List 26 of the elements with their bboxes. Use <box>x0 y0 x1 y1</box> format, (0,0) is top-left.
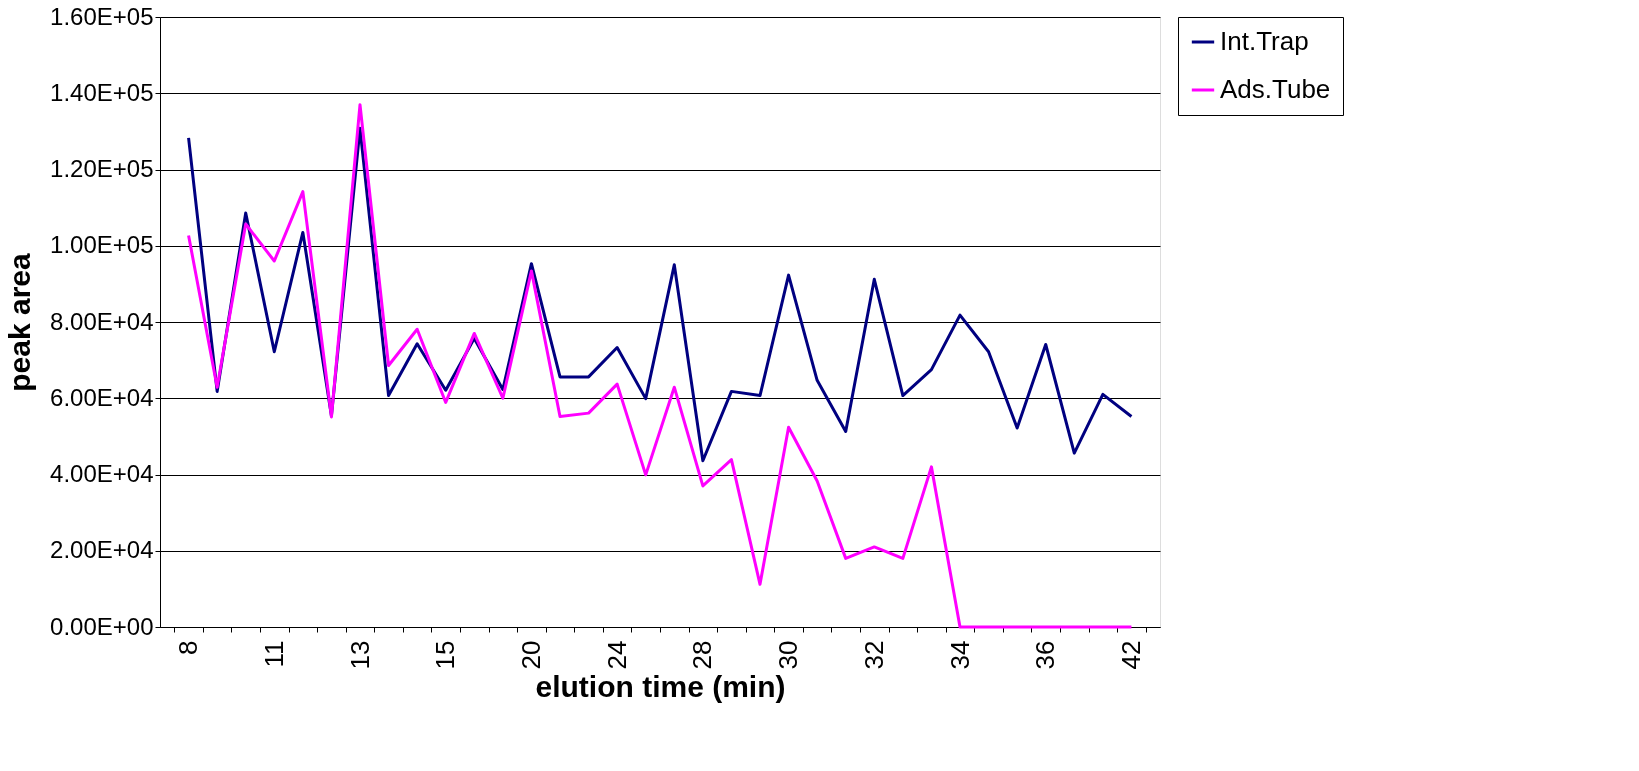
y-tick-label: 6.00E+04 <box>50 383 154 411</box>
x-axis-title: elution time (min) <box>535 670 786 704</box>
y-tick-label: 1.40E+05 <box>50 78 154 106</box>
x-tick-label: 11 <box>258 640 289 668</box>
legend-label: Ads.Tube <box>1220 74 1331 104</box>
x-tick-label: 8 <box>173 640 204 655</box>
x-tick-label: 28 <box>687 640 718 670</box>
y-tick-label: 4.00E+04 <box>50 460 154 487</box>
x-tick-label: 20 <box>515 640 546 670</box>
x-tick-label: 30 <box>773 640 804 670</box>
x-tick-label: 36 <box>1030 640 1061 670</box>
y-tick-label: 1.20E+05 <box>50 155 154 182</box>
x-tick-label: 24 <box>601 640 632 670</box>
y-tick-label: 0.00E+00 <box>50 612 154 640</box>
x-tick-label: 42 <box>1115 640 1146 670</box>
y-tick-label: 2.00E+04 <box>50 536 154 564</box>
y-tick-label: 8.00E+04 <box>50 307 154 335</box>
y-axis-title: peak area <box>3 252 37 392</box>
line-series <box>187 103 1133 629</box>
x-tick-label: 13 <box>344 640 375 670</box>
x-tick-label: 32 <box>858 640 889 670</box>
y-tick-label: 1.00E+05 <box>50 231 154 259</box>
x-tick-label: 15 <box>430 640 461 670</box>
legend-label: Int.Trap <box>1220 26 1309 56</box>
x-tick-label: 34 <box>944 640 975 670</box>
y-tick-label: 1.60E+05 <box>50 2 154 30</box>
